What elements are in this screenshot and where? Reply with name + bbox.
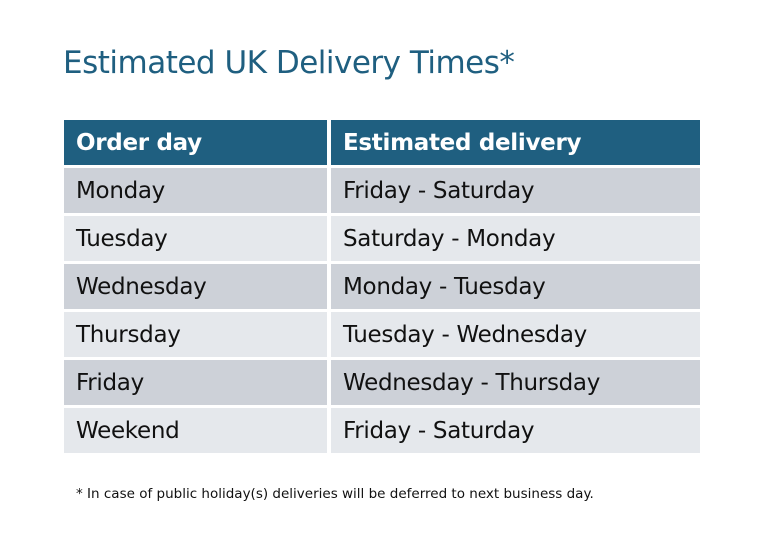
delivery-cell: Monday - Tuesday [331,264,700,309]
order-day-cell: Wednesday [64,264,327,309]
delivery-cell: Wednesday - Thursday [331,360,700,405]
table-row: Thursday Tuesday - Wednesday [64,312,700,357]
order-day-cell: Weekend [64,408,327,453]
delivery-cell: Tuesday - Wednesday [331,312,700,357]
header-order-day: Order day [64,120,327,165]
table-row: Weekend Friday - Saturday [64,408,700,453]
order-day-cell: Friday [64,360,327,405]
order-day-cell: Monday [64,168,327,213]
table-row: Wednesday Monday - Tuesday [64,264,700,309]
order-day-cell: Tuesday [64,216,327,261]
table-row: Tuesday Saturday - Monday [64,216,700,261]
table-header-row: Order day Estimated delivery [64,120,700,165]
page-title: Estimated UK Delivery Times* [63,45,515,81]
table-row: Monday Friday - Saturday [64,168,700,213]
table-row: Friday Wednesday - Thursday [64,360,700,405]
order-day-cell: Thursday [64,312,327,357]
header-estimated-delivery: Estimated delivery [331,120,700,165]
delivery-cell: Friday - Saturday [331,408,700,453]
delivery-table: Order day Estimated delivery Monday Frid… [64,120,700,456]
footnote: * In case of public holiday(s) deliverie… [76,486,594,502]
delivery-cell: Friday - Saturday [331,168,700,213]
delivery-cell: Saturday - Monday [331,216,700,261]
